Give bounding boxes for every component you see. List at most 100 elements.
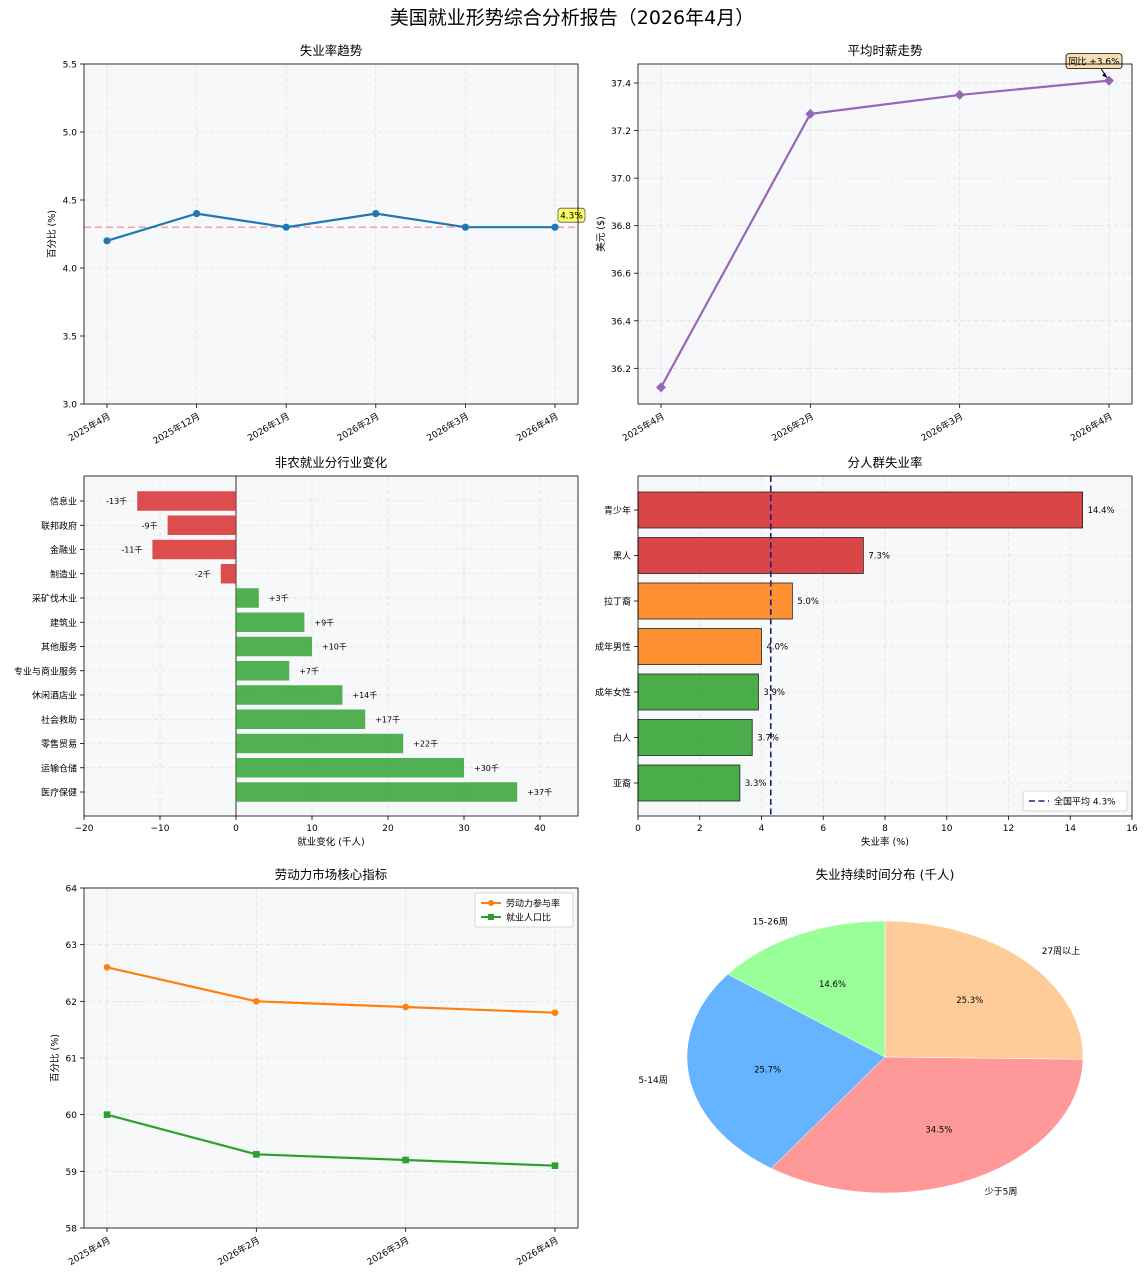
y-tick-label: 其他服务 bbox=[41, 641, 77, 653]
x-tick-label: −10 bbox=[151, 824, 170, 834]
demographic-bar bbox=[637, 673, 759, 711]
y-tick-label: 社会救助 bbox=[41, 714, 77, 726]
x-tick-label: 12 bbox=[1003, 824, 1014, 834]
x-tick-label: 2026年3月 bbox=[919, 410, 965, 444]
x-tick-label: 2026年3月 bbox=[425, 410, 471, 444]
data-point bbox=[551, 1009, 559, 1016]
plot-border bbox=[83, 475, 579, 817]
bar-value-label: +3千 bbox=[269, 593, 289, 603]
y-tick-label: 白人 bbox=[613, 732, 631, 744]
x-axis-label: 失业率 (%) bbox=[861, 836, 909, 848]
legend-box bbox=[474, 892, 574, 928]
chart-title: 非农就业分行业变化 bbox=[275, 455, 388, 470]
y-tick-label: 60 bbox=[66, 1111, 78, 1121]
y-tick-label: 亚裔 bbox=[613, 778, 631, 790]
data-point bbox=[488, 900, 494, 906]
data-point bbox=[656, 382, 666, 393]
y-tick-label: 制造业 bbox=[50, 568, 77, 580]
data-point bbox=[461, 223, 469, 231]
x-tick-label: 6 bbox=[820, 824, 826, 834]
plot-border bbox=[637, 63, 1133, 405]
x-tick-label: 4 bbox=[759, 824, 765, 834]
y-axis-label: 百分比 (%) bbox=[49, 1034, 61, 1082]
x-tick-label: 40 bbox=[534, 824, 546, 834]
wage-series-line bbox=[660, 79, 1110, 388]
annotation-label: 同比 +3.6% bbox=[1068, 56, 1120, 68]
data-point bbox=[488, 914, 494, 920]
y-tick-label: 37.2 bbox=[611, 127, 631, 137]
pie-category-label: 少于5周 bbox=[985, 1187, 1018, 1198]
pie-slice bbox=[727, 920, 886, 1058]
x-tick-label: 20 bbox=[382, 824, 394, 834]
x-tick-label: 2026年2月 bbox=[335, 410, 381, 444]
data-point bbox=[402, 1003, 409, 1011]
report-title: 美国就业形势综合分析报告（2026年4月） bbox=[390, 7, 754, 29]
series-line bbox=[106, 966, 556, 1014]
y-tick-label: 37.4 bbox=[611, 80, 631, 90]
y-tick-label: 37.0 bbox=[611, 175, 631, 185]
bar-value-label: +7千 bbox=[299, 666, 319, 676]
pie-category-label: 5-14周 bbox=[638, 1075, 667, 1086]
industry-bar bbox=[236, 612, 305, 632]
chart-title: 失业持续时间分布 (千人) bbox=[816, 867, 955, 882]
bar-value-label: 3.3% bbox=[745, 779, 767, 789]
industry-bar bbox=[137, 491, 236, 511]
x-tick-label: 2026年2月 bbox=[769, 410, 815, 444]
plot-area bbox=[638, 64, 1132, 404]
unemployment-duration-pie: 失业持续时间分布 (千人) 25.3% 27周以上 34.5% 少于5周 25.7% 5-1… bbox=[638, 867, 1084, 1198]
bar-value-label: 3.9% bbox=[763, 688, 785, 698]
demographic-bar bbox=[637, 719, 753, 756]
x-tick-label: 16 bbox=[1126, 824, 1138, 834]
y-tick-label: 建筑业 bbox=[50, 617, 77, 629]
bar-value-label: -13千 bbox=[106, 496, 127, 506]
legend-label: 劳动力参与率 bbox=[506, 898, 560, 910]
pie-percent-label: 25.3% bbox=[956, 996, 983, 1006]
industry-bar bbox=[236, 685, 343, 705]
bar-value-label: -11千 bbox=[121, 545, 142, 555]
pie-category-label: 27周以上 bbox=[1042, 946, 1080, 957]
x-tick-label: 2026年4月 bbox=[514, 1234, 560, 1268]
y-tick-label: 5.5 bbox=[63, 61, 77, 71]
y-tick-label: 专业与商业服务 bbox=[14, 665, 77, 677]
chart-title: 分人群失业率 bbox=[847, 455, 922, 470]
chart-title: 劳动力市场核心指标 bbox=[275, 867, 388, 882]
data-point bbox=[282, 223, 290, 231]
industry-bar bbox=[220, 564, 236, 584]
y-tick-label: 黑人 bbox=[613, 551, 631, 562]
y-tick-label: 63 bbox=[66, 941, 77, 951]
y-tick-label: 4.5 bbox=[63, 197, 77, 207]
x-tick-label: 2025年4月 bbox=[66, 1234, 112, 1268]
pie-category-label: 15-26周 bbox=[753, 917, 788, 928]
bar-value-label: +14千 bbox=[352, 690, 377, 700]
demographic-bar bbox=[637, 628, 762, 665]
x-tick-label: 2026年4月 bbox=[514, 410, 560, 444]
bar-value-label: +17千 bbox=[375, 714, 400, 724]
y-tick-label: 36.6 bbox=[611, 270, 631, 280]
x-tick-label: 10 bbox=[306, 824, 318, 834]
bar-value-label: 7.3% bbox=[868, 552, 890, 562]
chart-title: 平均时薪走势 bbox=[847, 43, 923, 58]
bar-value-label: -9千 bbox=[142, 520, 158, 530]
bar-value-label: +37千 bbox=[527, 787, 552, 797]
x-tick-label: 8 bbox=[882, 824, 888, 834]
bar-value-label: 5.0% bbox=[797, 597, 819, 607]
data-point bbox=[103, 237, 111, 245]
demographic-bar bbox=[637, 764, 741, 802]
industry-bar bbox=[152, 539, 236, 560]
y-tick-label: 3.0 bbox=[63, 401, 78, 411]
bar-value-label: 4.0% bbox=[767, 643, 789, 653]
bar-value-label: -2千 bbox=[195, 569, 211, 579]
x-axis-label: 就业变化 (千人) bbox=[297, 836, 364, 848]
bar-value-label: +30千 bbox=[474, 763, 499, 773]
demographic-bar bbox=[637, 582, 793, 620]
y-axis-label: 百分比 (%) bbox=[46, 210, 58, 258]
demographic-bar bbox=[637, 537, 864, 574]
annotation-box bbox=[1065, 53, 1123, 70]
x-tick-label: 2025年4月 bbox=[66, 410, 112, 444]
x-tick-label: 2026年1月 bbox=[245, 410, 291, 444]
y-tick-label: 青少年 bbox=[604, 505, 631, 517]
industry-bar bbox=[236, 782, 518, 802]
industry-bar bbox=[167, 515, 236, 535]
